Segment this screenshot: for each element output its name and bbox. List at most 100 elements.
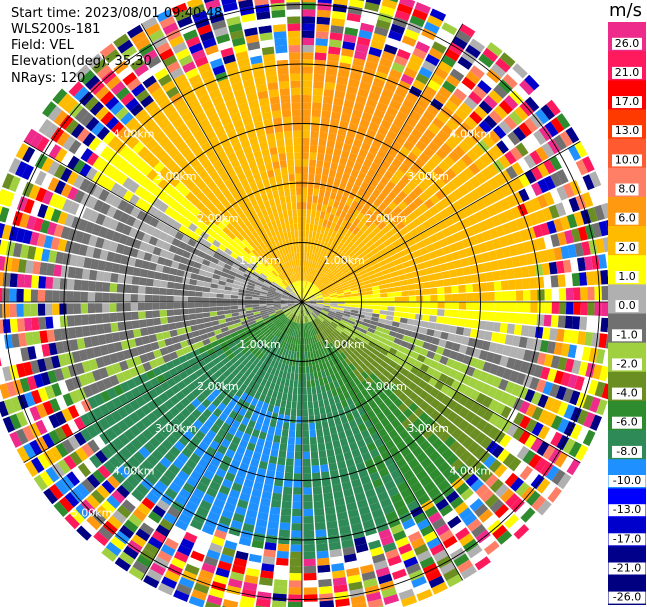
velocity-gate — [316, 280, 323, 287]
velocity-gate — [395, 350, 404, 359]
velocity-gate — [360, 224, 369, 233]
velocity-gate — [363, 248, 371, 256]
velocity-gate — [93, 531, 109, 547]
velocity-gate — [348, 333, 356, 340]
velocity-gate — [517, 158, 530, 173]
velocity-gate — [329, 191, 337, 200]
velocity-gate — [320, 311, 328, 317]
velocity-gate — [434, 201, 446, 212]
velocity-gate — [474, 503, 489, 518]
velocity-gate — [193, 261, 202, 269]
velocity-gate — [104, 333, 114, 344]
velocity-gate — [89, 324, 98, 336]
velocity-gate — [316, 298, 324, 301]
velocity-gate — [162, 123, 175, 136]
velocity-gate — [92, 156, 105, 170]
velocity-gate — [484, 493, 499, 508]
velocity-gate — [115, 106, 129, 121]
velocity-gate — [364, 287, 373, 292]
velocity-gate — [86, 196, 98, 210]
velocity-gate — [582, 429, 596, 447]
velocity-gate — [73, 291, 81, 302]
velocity-gate — [176, 328, 185, 336]
velocity-gate — [211, 207, 221, 217]
velocity-gate — [99, 403, 111, 417]
velocity-gate — [282, 291, 290, 296]
velocity-gate — [224, 313, 233, 319]
velocity-gate — [302, 123, 311, 131]
velocity-gate — [393, 475, 406, 486]
velocity-gate — [360, 388, 370, 398]
velocity-gate — [411, 576, 427, 588]
velocity-gate — [353, 485, 364, 495]
velocity-gate — [238, 331, 247, 338]
velocity-gate — [176, 141, 188, 153]
velocity-gate — [419, 246, 429, 256]
velocity-gate — [497, 212, 509, 224]
velocity-gate — [445, 137, 458, 150]
velocity-gate — [253, 286, 262, 291]
velocity-gate — [60, 226, 71, 240]
velocity-gate — [233, 236, 241, 245]
velocity-gate — [281, 325, 287, 332]
velocity-gate — [423, 357, 433, 367]
velocity-gate — [162, 354, 172, 363]
velocity-gate — [156, 444, 169, 456]
velocity-gate — [595, 186, 607, 204]
velocity-gate — [446, 192, 458, 204]
velocity-gate — [399, 146, 411, 157]
velocity-gate — [127, 455, 141, 469]
velocity-gate — [437, 479, 451, 492]
velocity-gate — [304, 289, 309, 296]
velocity-gate — [480, 436, 493, 450]
velocity-gate — [267, 350, 274, 358]
velocity-gate — [417, 262, 426, 270]
velocity-gate — [31, 275, 40, 289]
velocity-gate — [451, 302, 460, 310]
velocity-gate — [118, 433, 130, 446]
velocity-gate — [376, 364, 386, 374]
velocity-gate — [399, 0, 416, 8]
velocity-gate — [291, 344, 296, 352]
velocity-gate — [334, 355, 341, 364]
velocity-gate — [180, 175, 192, 186]
velocity-gate — [268, 289, 276, 294]
velocity-gate — [315, 326, 320, 334]
velocity-gate — [332, 200, 340, 209]
velocity-gate — [308, 296, 316, 300]
velocity-gate — [361, 259, 370, 266]
velocity-gate — [303, 259, 307, 267]
velocity-gate — [340, 319, 348, 325]
velocity-gate — [259, 252, 266, 260]
velocity-gate — [300, 302, 302, 309]
velocity-gate — [94, 141, 107, 156]
velocity-gate — [287, 393, 293, 402]
velocity-gate — [145, 491, 160, 505]
velocity-gate — [383, 378, 393, 388]
velocity-gate — [215, 248, 224, 256]
velocity-gate — [268, 263, 275, 271]
velocity-gate — [502, 368, 513, 381]
velocity-gate — [518, 173, 531, 188]
velocity-gate — [458, 140, 471, 153]
velocity-gate — [342, 286, 351, 291]
velocity-gate — [74, 64, 91, 80]
velocity-gate — [384, 423, 395, 434]
velocity-gate — [130, 303, 138, 311]
velocity-gate — [336, 134, 346, 144]
velocity-gate — [281, 500, 292, 509]
velocity-gate — [520, 266, 530, 278]
velocity-gate — [511, 162, 524, 176]
velocity-gate — [417, 333, 427, 341]
velocity-gate — [266, 332, 274, 340]
velocity-gate — [446, 453, 459, 466]
velocity-gate — [286, 286, 293, 292]
velocity-gate — [317, 0, 332, 4]
velocity-gate — [381, 473, 393, 485]
velocity-gate — [402, 185, 413, 196]
velocity-gate — [348, 175, 357, 185]
velocity-gate — [236, 256, 244, 264]
velocity-gate — [263, 329, 271, 336]
velocity-gate — [327, 271, 334, 278]
velocity-gate — [498, 100, 514, 115]
